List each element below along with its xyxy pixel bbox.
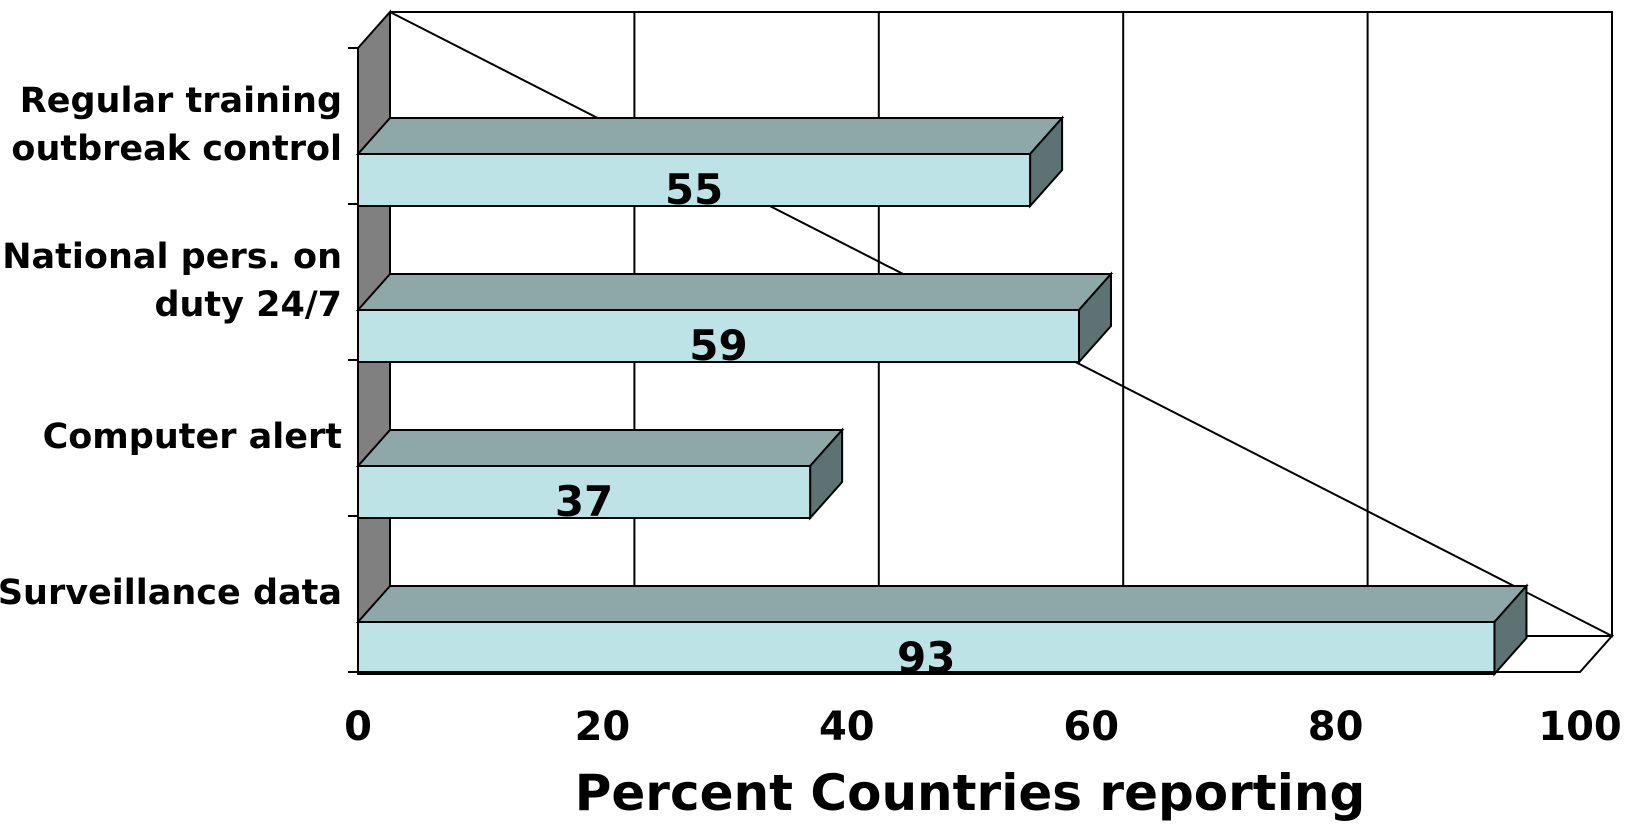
category-label: outbreak control: [11, 129, 342, 169]
x-axis-title: Percent Countries reporting: [575, 764, 1365, 822]
category-label: Computer alert: [43, 417, 342, 457]
bar: 93: [355, 583, 1529, 682]
category-label: duty 24/7: [154, 285, 342, 325]
x-tick-label: 80: [1308, 704, 1364, 750]
x-tick-label: 0: [344, 704, 372, 750]
category-label: National pers. on: [2, 237, 342, 277]
bar-value-label: 37: [555, 477, 613, 526]
chart-bars: 55 59 37 93: [355, 115, 1529, 682]
bar-top-face: [355, 429, 845, 467]
bar-value-label: 55: [665, 165, 723, 214]
x-tick-label: 20: [575, 704, 631, 750]
category-labels: Regular training outbreak control National…: [0, 81, 342, 613]
category-label: Surveillance data: [0, 573, 342, 613]
bar: 37: [355, 427, 845, 526]
category-label: Regular training: [20, 81, 342, 121]
x-tick-label: 60: [1063, 704, 1119, 750]
bar-top-face: [355, 273, 1114, 311]
x-tick-label: 100: [1538, 704, 1622, 750]
bar: 59: [355, 271, 1114, 370]
x-tick-label: 40: [819, 704, 875, 750]
x-axis-ticks: 0 20 40 60 80 100: [344, 47, 1622, 750]
bar-top-face: [355, 585, 1529, 623]
bar-front-face: [357, 465, 812, 519]
bar: 55: [355, 115, 1065, 214]
bar-top-face: [355, 117, 1065, 155]
bar-value-label: 93: [897, 633, 955, 682]
bar-front-face: [357, 621, 1496, 675]
bar-value-label: 59: [689, 321, 747, 370]
